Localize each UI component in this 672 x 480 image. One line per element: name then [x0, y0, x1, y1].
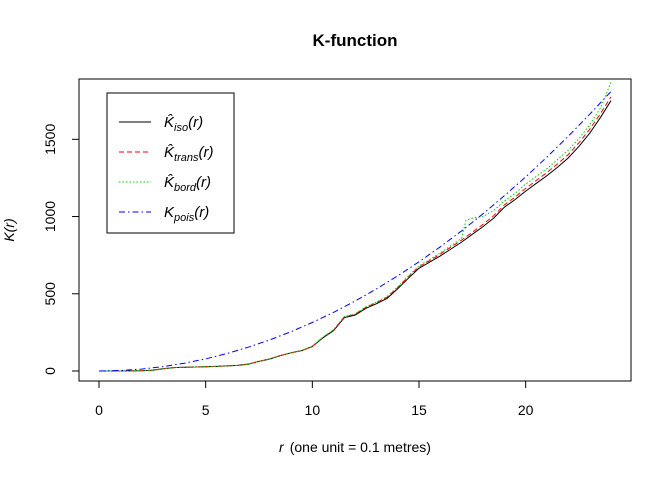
y-tick-label: 0	[42, 367, 58, 375]
x-tick-label: 20	[518, 402, 534, 418]
legend-label-trans: K̂trans(r)	[164, 144, 213, 164]
series-line-bord	[99, 82, 612, 372]
chart-title: K-function	[313, 31, 398, 50]
y-axis-argument: (r)	[1, 218, 17, 232]
y-tick-label: 500	[42, 282, 58, 306]
x-axis-unit: (one unit = 0.1 metres)	[290, 439, 431, 455]
legend-label-iso: K̂iso(r)	[164, 114, 203, 134]
series-layer	[98, 82, 612, 372]
legend-label-bord: K̂bord(r)	[164, 174, 211, 194]
legend-box	[106, 92, 235, 234]
legend-label-pois: Kpois(r)	[164, 204, 209, 224]
y-axis-label: K(r)	[1, 218, 17, 241]
x-axis: 0 5 10 15 20	[95, 380, 534, 418]
x-axis-label: r (one unit = 0.1 metres)	[279, 439, 431, 455]
x-axis-symbol: r	[279, 439, 285, 455]
y-axis: 0 500 1000 1500	[42, 124, 80, 375]
x-tick-label: 10	[305, 402, 321, 418]
series-line-pois	[98, 91, 612, 372]
series-line-iso	[99, 100, 612, 372]
x-tick-label: 15	[411, 402, 427, 418]
x-tick-label: 0	[95, 402, 103, 418]
y-tick-label: 1000	[42, 201, 58, 232]
x-tick-label: 5	[202, 402, 210, 418]
y-tick-label: 1500	[42, 124, 58, 155]
y-axis-symbol: K	[1, 232, 17, 242]
legend: K̂iso(r) K̂trans(r) K̂bord(r) Kpois(r)	[106, 92, 235, 234]
